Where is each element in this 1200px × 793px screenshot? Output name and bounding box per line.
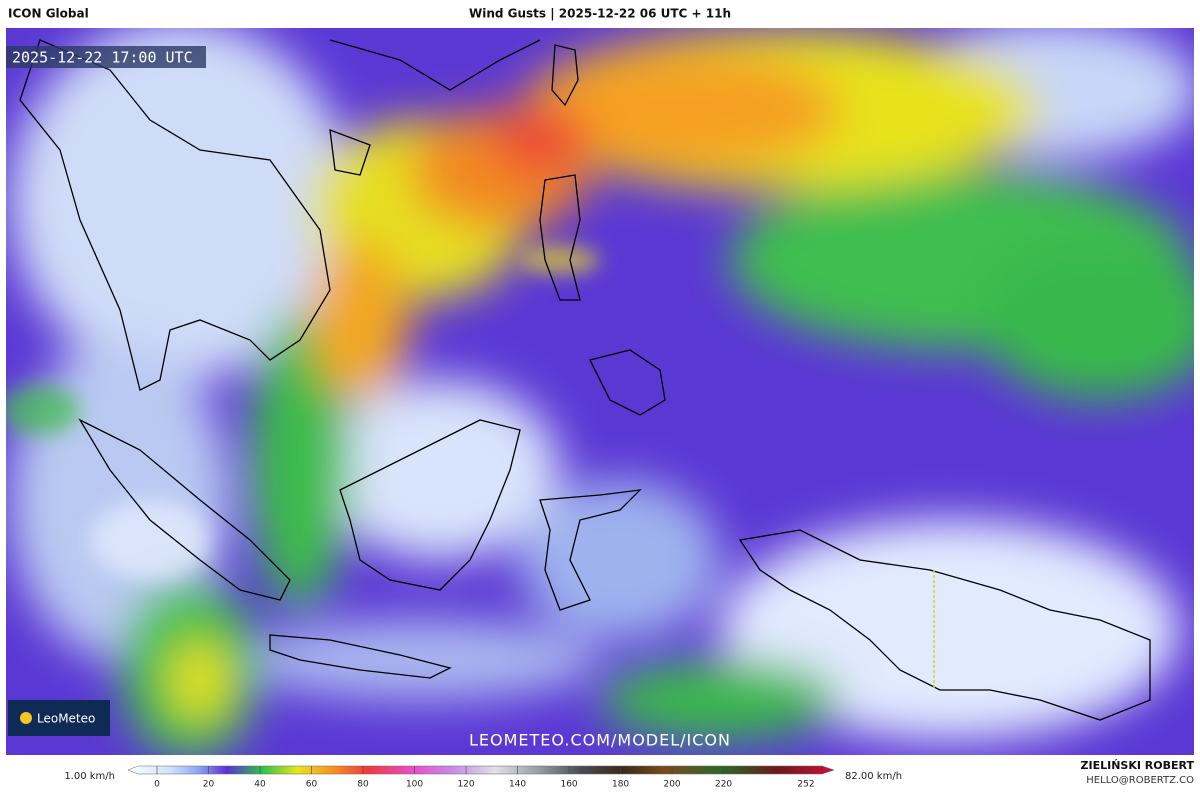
author: ZIELIŃSKI ROBERT [1081, 759, 1195, 772]
logo-text: LeoMeteo [37, 712, 95, 726]
model-name: ICON Global [8, 7, 89, 21]
wind-field: 2025-12-22 17:00 UTC LeoMeteo LEOMETEO.C… [6, 28, 1194, 755]
colorbar-tick-label: 60 [306, 780, 318, 790]
colorbar-tick-label: 100 [406, 780, 423, 790]
colorbar-tick-label: 200 [663, 780, 680, 790]
colorbar-tick-label: 180 [612, 780, 629, 790]
colorbar-tick-label: 0 [154, 780, 160, 790]
colorbar-tick-label: 80 [357, 780, 369, 790]
colorbar-min: 1.00 km/h [64, 771, 115, 782]
colorbar-tick-label: 40 [254, 780, 266, 790]
logo-icon [20, 712, 32, 724]
timestamp: 2025-12-22 17:00 UTC [12, 49, 193, 67]
colorbar-tick-label: 140 [509, 780, 526, 790]
map-title: Wind Gusts | 2025-12-22 06 UTC + 11h [469, 7, 731, 21]
email: HELLO@ROBERTZ.CO [1086, 775, 1194, 786]
colorbar-tick-label: 220 [715, 780, 732, 790]
colorbar-tick-label: 160 [560, 780, 577, 790]
colorbar-tick-label: 252 [797, 780, 814, 790]
watermark: LEOMETEO.COM/MODEL/ICON [469, 731, 731, 750]
colorbar-tick-label: 20 [203, 780, 215, 790]
colorbar-tick-label: 120 [457, 780, 474, 790]
colorbar-max: 82.00 km/h [845, 771, 902, 782]
colorbar-ticks: 0 20 40 60 80 100 120 140 160 180 200 220 252 [154, 766, 815, 790]
timestamp-box [6, 46, 206, 68]
colorbar [127, 765, 835, 775]
coastlines [19, 39, 1151, 721]
